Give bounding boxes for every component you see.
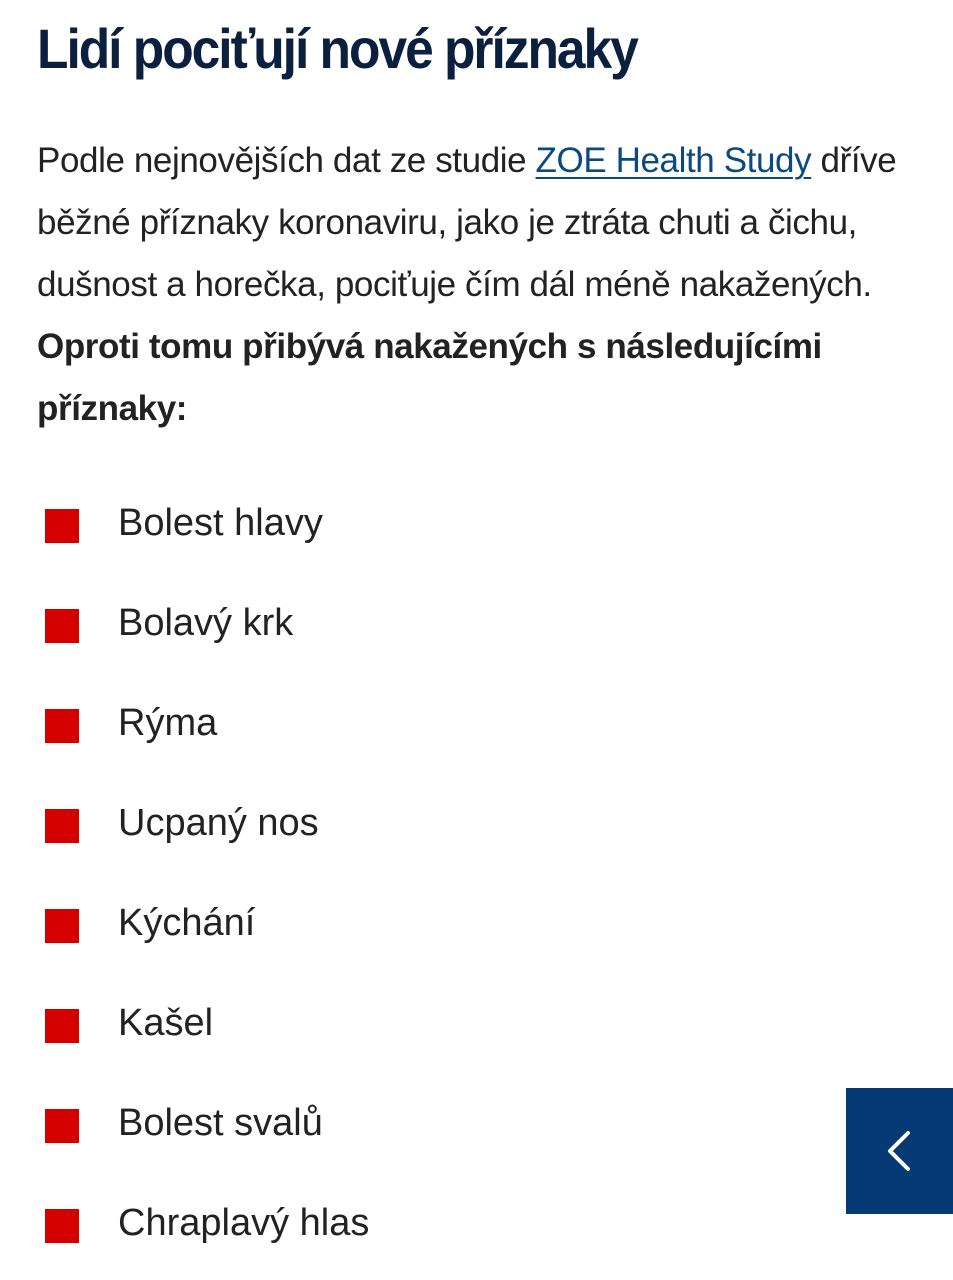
bullet-square-icon [45,709,79,743]
symptom-label: Kýchání [118,902,256,944]
bullet-square-icon [45,509,79,543]
bullet-square-icon [45,1209,79,1243]
symptom-label: Bolavý krk [118,602,294,644]
symptom-label: Chraplavý hlas [118,1202,370,1244]
zoe-health-study-link[interactable]: ZOE Health Study [535,141,812,180]
chevron-left-icon [888,1131,910,1171]
intro-paragraph: Podle nejnovějších dat ze studie ZOE Hea… [37,130,917,440]
symptom-label: Ucpaný nos [118,802,319,844]
intro-text: Podle nejnovějších dat ze studie [37,141,536,180]
symptom-label: Kašel [118,1002,214,1044]
bullet-square-icon [45,809,79,843]
bullet-square-icon [45,909,79,943]
intro-bold-text: Oproti tomu přibývá nakažených s následu… [37,327,822,428]
bullet-square-icon [45,609,79,643]
intro-text-continued: dříve běžné příznaky koronaviru, jako je… [37,141,897,304]
symptom-label: Bolest hlavy [118,502,323,544]
symptom-label: Rýma [118,702,218,744]
bullet-square-icon [45,1109,79,1143]
bullet-square-icon [45,1009,79,1043]
back-button[interactable] [846,1088,953,1214]
symptom-label: Bolest svalů [118,1102,323,1144]
page-title: Lidí pociťují nové příznaky [37,17,639,80]
